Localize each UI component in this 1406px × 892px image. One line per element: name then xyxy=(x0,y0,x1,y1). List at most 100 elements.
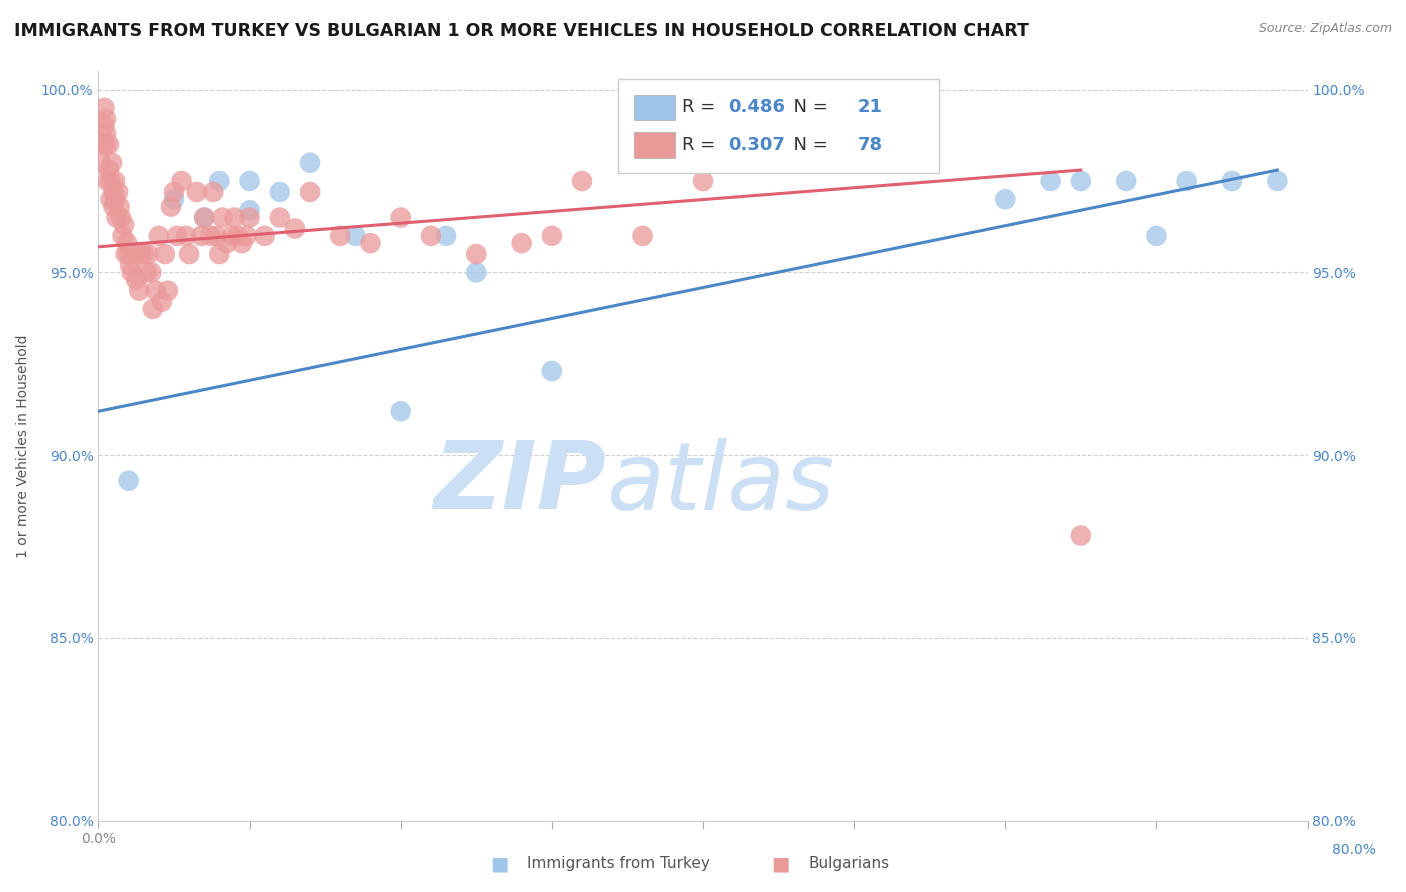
Point xyxy=(91,137,114,152)
Point xyxy=(1144,228,1167,243)
Text: ■: ■ xyxy=(770,854,790,873)
Point xyxy=(205,228,228,243)
Point xyxy=(239,203,262,218)
Point xyxy=(156,284,179,298)
Text: ■: ■ xyxy=(489,854,509,873)
Point xyxy=(107,185,129,199)
Text: 80.0%: 80.0% xyxy=(1331,843,1375,857)
Point xyxy=(136,247,159,261)
Point xyxy=(269,185,291,199)
Point xyxy=(118,247,141,261)
Point xyxy=(269,211,291,225)
Point xyxy=(224,211,246,225)
Point xyxy=(434,228,457,243)
Text: Immigrants from Turkey: Immigrants from Turkey xyxy=(527,856,710,871)
Point xyxy=(111,228,134,243)
Point xyxy=(93,101,115,115)
Point xyxy=(105,211,128,225)
Point xyxy=(631,228,654,243)
Point xyxy=(142,301,165,316)
Point xyxy=(104,174,127,188)
Point xyxy=(299,185,322,199)
Point xyxy=(112,218,135,232)
Point xyxy=(103,200,125,214)
Point xyxy=(211,211,233,225)
Point xyxy=(329,228,352,243)
Point xyxy=(118,474,141,488)
Point xyxy=(1070,174,1092,188)
Point xyxy=(174,228,197,243)
Point xyxy=(150,294,173,309)
Y-axis label: 1 or more Vehicles in Household: 1 or more Vehicles in Household xyxy=(15,334,30,558)
Text: ZIP: ZIP xyxy=(433,437,606,530)
Point xyxy=(253,228,276,243)
Point xyxy=(120,258,142,272)
Point xyxy=(994,192,1017,206)
Point xyxy=(202,185,225,199)
Point xyxy=(1039,174,1062,188)
Point xyxy=(141,265,163,279)
Point xyxy=(166,228,188,243)
Point xyxy=(110,211,132,225)
Point xyxy=(129,247,152,261)
Point xyxy=(193,211,215,225)
Point xyxy=(121,265,143,279)
Text: atlas: atlas xyxy=(606,438,835,529)
Point xyxy=(94,137,117,152)
FancyBboxPatch shape xyxy=(634,132,675,158)
Text: R =: R = xyxy=(682,136,721,153)
Point xyxy=(465,247,488,261)
Point xyxy=(389,404,412,418)
Point xyxy=(125,273,148,287)
Point xyxy=(510,236,533,251)
Point xyxy=(94,127,117,141)
FancyBboxPatch shape xyxy=(619,78,939,172)
Point xyxy=(101,155,124,169)
Point xyxy=(135,265,157,279)
Point xyxy=(93,119,115,133)
Text: 78: 78 xyxy=(858,136,883,153)
Point xyxy=(215,236,238,251)
Point xyxy=(221,228,243,243)
Point xyxy=(98,163,121,178)
Point xyxy=(90,155,112,169)
Point xyxy=(692,174,714,188)
Point xyxy=(284,221,307,235)
Point xyxy=(239,174,262,188)
Point xyxy=(1220,174,1243,188)
Point xyxy=(571,174,593,188)
Point xyxy=(128,284,150,298)
Point xyxy=(465,265,488,279)
Text: R =: R = xyxy=(682,98,721,116)
Point xyxy=(98,137,121,152)
Point xyxy=(114,247,136,261)
Point xyxy=(299,155,322,169)
Point xyxy=(389,211,412,225)
Point xyxy=(115,236,138,251)
Point xyxy=(540,364,562,378)
Point xyxy=(163,192,186,206)
Text: Source: ZipAtlas.com: Source: ZipAtlas.com xyxy=(1258,22,1392,36)
Point xyxy=(153,247,176,261)
Point xyxy=(1115,174,1137,188)
Point xyxy=(226,228,249,243)
Point xyxy=(420,228,443,243)
Point xyxy=(104,192,127,206)
Text: 21: 21 xyxy=(858,98,883,116)
Point xyxy=(179,247,201,261)
Point xyxy=(163,185,186,199)
Text: 0.307: 0.307 xyxy=(728,136,786,153)
Text: N =: N = xyxy=(782,136,834,153)
Point xyxy=(208,174,231,188)
Point xyxy=(186,185,208,199)
Text: 0.486: 0.486 xyxy=(728,98,786,116)
Point xyxy=(360,236,382,251)
Point xyxy=(145,284,167,298)
Point xyxy=(208,247,231,261)
Point xyxy=(100,174,122,188)
Point xyxy=(108,200,131,214)
Point xyxy=(148,228,170,243)
Point xyxy=(160,200,183,214)
Text: N =: N = xyxy=(782,98,834,116)
Point xyxy=(540,228,562,243)
